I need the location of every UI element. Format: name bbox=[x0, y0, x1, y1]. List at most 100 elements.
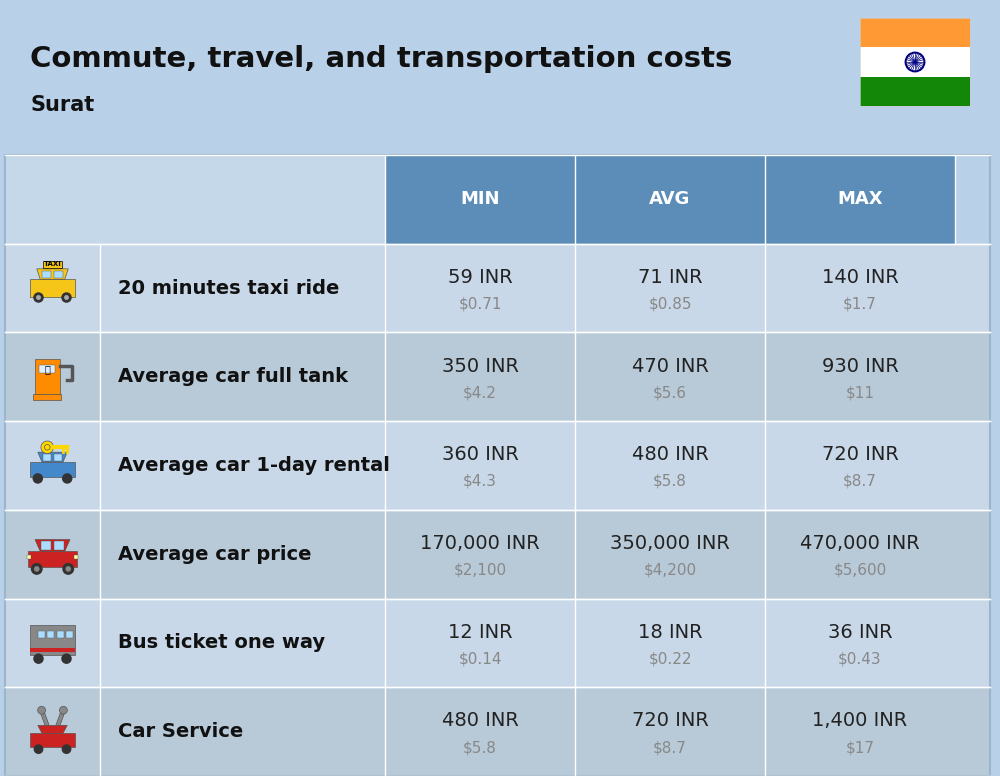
Bar bbox=[30, 279, 75, 297]
Circle shape bbox=[33, 473, 43, 483]
Circle shape bbox=[41, 441, 54, 454]
Bar bbox=[860, 77, 970, 106]
Bar bbox=[35, 359, 60, 394]
Circle shape bbox=[62, 563, 74, 575]
Bar bbox=[5, 244, 990, 332]
Text: Commute, travel, and transportation costs: Commute, travel, and transportation cost… bbox=[30, 45, 732, 73]
Text: $5.6: $5.6 bbox=[653, 385, 687, 400]
Text: $0.14: $0.14 bbox=[458, 651, 502, 667]
Text: $4,200: $4,200 bbox=[643, 563, 697, 577]
Circle shape bbox=[38, 706, 46, 714]
Circle shape bbox=[61, 653, 72, 664]
Polygon shape bbox=[37, 268, 68, 279]
Text: $0.22: $0.22 bbox=[648, 651, 692, 667]
Bar bbox=[33, 394, 61, 400]
Text: 350 INR: 350 INR bbox=[442, 357, 518, 376]
Bar bbox=[57, 631, 64, 639]
Bar bbox=[42, 271, 51, 279]
Bar bbox=[5, 510, 990, 598]
Bar bbox=[74, 555, 78, 559]
Text: 71 INR: 71 INR bbox=[638, 268, 702, 287]
Text: Surat: Surat bbox=[30, 95, 94, 115]
Text: 170,000 INR: 170,000 INR bbox=[420, 534, 540, 553]
Text: 36 INR: 36 INR bbox=[828, 623, 892, 642]
Bar bbox=[765, 155, 955, 244]
Text: $4.2: $4.2 bbox=[463, 385, 497, 400]
Bar bbox=[27, 555, 31, 559]
Text: $1.7: $1.7 bbox=[843, 296, 877, 311]
Bar bbox=[5, 155, 990, 776]
Bar bbox=[30, 648, 75, 653]
Bar bbox=[40, 709, 53, 736]
Bar bbox=[54, 542, 64, 550]
Text: MIN: MIN bbox=[460, 190, 500, 209]
Text: $4.3: $4.3 bbox=[463, 474, 497, 489]
Text: $0.85: $0.85 bbox=[648, 296, 692, 311]
Bar bbox=[5, 155, 385, 244]
Text: $5.8: $5.8 bbox=[463, 740, 497, 755]
Text: 20 minutes taxi ride: 20 minutes taxi ride bbox=[118, 279, 339, 297]
Text: $17: $17 bbox=[846, 740, 874, 755]
Bar bbox=[28, 552, 77, 567]
Circle shape bbox=[33, 653, 44, 664]
Text: Average car price: Average car price bbox=[118, 545, 312, 563]
Circle shape bbox=[31, 563, 43, 575]
Bar bbox=[860, 47, 970, 77]
Bar bbox=[41, 542, 51, 550]
Text: AVG: AVG bbox=[649, 190, 691, 209]
Text: MAX: MAX bbox=[837, 190, 883, 209]
Bar bbox=[39, 365, 55, 373]
Text: 350,000 INR: 350,000 INR bbox=[610, 534, 730, 553]
Text: 480 INR: 480 INR bbox=[442, 712, 518, 730]
Text: Average car full tank: Average car full tank bbox=[118, 367, 348, 386]
Text: $0.71: $0.71 bbox=[458, 296, 502, 311]
Text: 480 INR: 480 INR bbox=[632, 445, 708, 464]
Bar bbox=[30, 733, 75, 747]
Text: $2,100: $2,100 bbox=[453, 563, 507, 577]
Bar bbox=[5, 598, 990, 688]
Bar bbox=[575, 155, 765, 244]
Text: 1,400 INR: 1,400 INR bbox=[812, 712, 908, 730]
Text: 470 INR: 470 INR bbox=[632, 357, 708, 376]
Text: 360 INR: 360 INR bbox=[442, 445, 518, 464]
Bar bbox=[54, 271, 63, 279]
Bar bbox=[30, 462, 75, 476]
Polygon shape bbox=[38, 726, 67, 733]
Bar bbox=[5, 688, 990, 776]
Circle shape bbox=[36, 295, 41, 300]
Text: 59 INR: 59 INR bbox=[448, 268, 512, 287]
Text: $8.7: $8.7 bbox=[653, 740, 687, 755]
Text: 720 INR: 720 INR bbox=[822, 445, 898, 464]
Circle shape bbox=[64, 295, 69, 300]
Bar bbox=[54, 454, 62, 461]
Text: 140 INR: 140 INR bbox=[822, 268, 898, 287]
Bar bbox=[5, 421, 990, 510]
Text: Bus ticket one way: Bus ticket one way bbox=[118, 633, 325, 653]
Polygon shape bbox=[38, 452, 67, 462]
Text: Average car 1-day rental: Average car 1-day rental bbox=[118, 456, 390, 475]
Text: $5,600: $5,600 bbox=[833, 563, 887, 577]
Circle shape bbox=[34, 566, 40, 572]
Circle shape bbox=[34, 744, 43, 754]
Text: 720 INR: 720 INR bbox=[632, 712, 708, 730]
Text: 470,000 INR: 470,000 INR bbox=[800, 534, 920, 553]
Polygon shape bbox=[35, 539, 70, 552]
Bar bbox=[385, 155, 575, 244]
Text: $8.7: $8.7 bbox=[843, 474, 877, 489]
Text: $11: $11 bbox=[846, 385, 874, 400]
Bar bbox=[52, 709, 65, 736]
Bar bbox=[30, 625, 75, 655]
Circle shape bbox=[65, 566, 71, 572]
Text: $5.8: $5.8 bbox=[653, 474, 687, 489]
Bar bbox=[66, 631, 73, 639]
Bar bbox=[860, 18, 970, 106]
Text: 12 INR: 12 INR bbox=[448, 623, 512, 642]
Text: 💧: 💧 bbox=[44, 364, 50, 374]
Circle shape bbox=[62, 744, 71, 754]
Text: 930 INR: 930 INR bbox=[822, 357, 898, 376]
Bar bbox=[38, 631, 45, 639]
Circle shape bbox=[61, 293, 72, 303]
Circle shape bbox=[59, 706, 67, 714]
Text: TAXI: TAXI bbox=[44, 262, 61, 267]
Text: $0.43: $0.43 bbox=[838, 651, 882, 667]
